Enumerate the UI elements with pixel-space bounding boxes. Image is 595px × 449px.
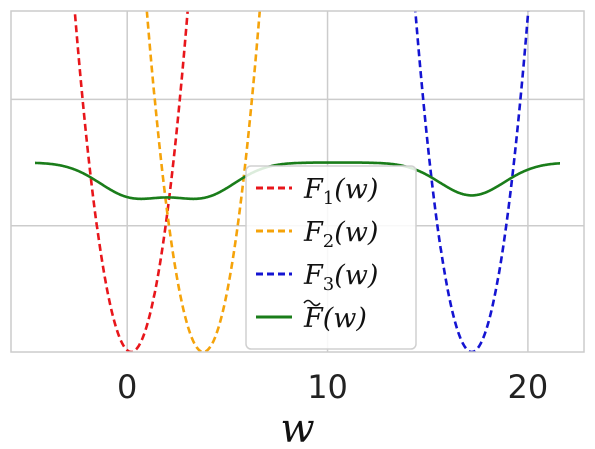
x-tick-label: 20: [508, 368, 549, 406]
plot-area: [35, 11, 560, 352]
legend-label: F2(w): [303, 217, 378, 252]
legend: F1(w) F2(w) F3(w) F(w): [245, 165, 417, 350]
legend-box: [245, 165, 417, 350]
tilde-mark: [303, 299, 321, 307]
x-tick-labels: 0 10 20: [117, 368, 548, 406]
series-line: [414, 11, 530, 352]
x-tick-label: 0: [117, 368, 137, 406]
legend-label: F3(w): [303, 260, 378, 295]
x-axis-label: w: [280, 406, 314, 449]
legend-label: F1(w): [303, 174, 378, 209]
x-tick-label: 10: [307, 368, 348, 406]
axes-frame: [10, 10, 585, 353]
legend-label: F(w): [303, 303, 367, 334]
series-line: [35, 161, 560, 201]
